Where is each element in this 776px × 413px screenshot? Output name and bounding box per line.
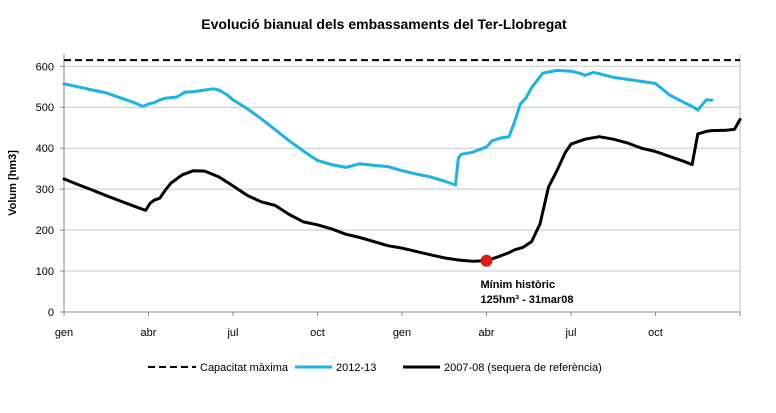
gridlines bbox=[64, 65, 740, 272]
annotation-min-title: Mínim històric bbox=[481, 279, 556, 291]
y-tick-300: 300 bbox=[36, 184, 54, 196]
x-tick-gen-0: gen bbox=[55, 327, 73, 339]
x-tick-gen-4: gen bbox=[393, 327, 411, 339]
annotation-min-value: 125hm³ - 31mar08 bbox=[481, 294, 574, 306]
series-group bbox=[62, 68, 742, 263]
x-tick-abr-1: abr bbox=[141, 327, 157, 339]
y-tick-100: 100 bbox=[36, 266, 54, 278]
y-axis-label: Volum [hm3] bbox=[7, 150, 19, 216]
y-tick-0: 0 bbox=[48, 307, 54, 319]
series-line-2007-08 bbox=[62, 118, 742, 263]
y-tick-labels: 0 100 200 300 400 500 600 bbox=[36, 61, 64, 319]
y-tick-600: 600 bbox=[36, 61, 54, 73]
x-tick-abr-5: abr bbox=[479, 327, 495, 339]
x-tick-oct-3: oct bbox=[310, 327, 325, 339]
legend-label-capacity: Capacitat màxima bbox=[200, 362, 289, 374]
legend-label-2012-13: 2012-13 bbox=[336, 362, 376, 374]
series-line-2012-13 bbox=[62, 68, 714, 187]
chart-title: Evolució bianual dels embassaments del T… bbox=[201, 16, 567, 32]
y-tick-200: 200 bbox=[36, 225, 54, 237]
x-tick-labels: gen abr jul oct gen abr jul oct bbox=[55, 312, 741, 339]
x-tick-jul-2: jul bbox=[226, 327, 238, 339]
x-tick-jul-6: jul bbox=[564, 327, 576, 339]
minimum-marker bbox=[480, 254, 493, 267]
legend: Capacitat màxima 2012-13 2007-08 (sequer… bbox=[148, 362, 602, 374]
legend-label-2007-08: 2007-08 (sequera de referència) bbox=[444, 362, 602, 374]
x-tick-oct-7: oct bbox=[648, 327, 663, 339]
y-tick-500: 500 bbox=[36, 102, 54, 114]
y-tick-400: 400 bbox=[36, 143, 54, 155]
